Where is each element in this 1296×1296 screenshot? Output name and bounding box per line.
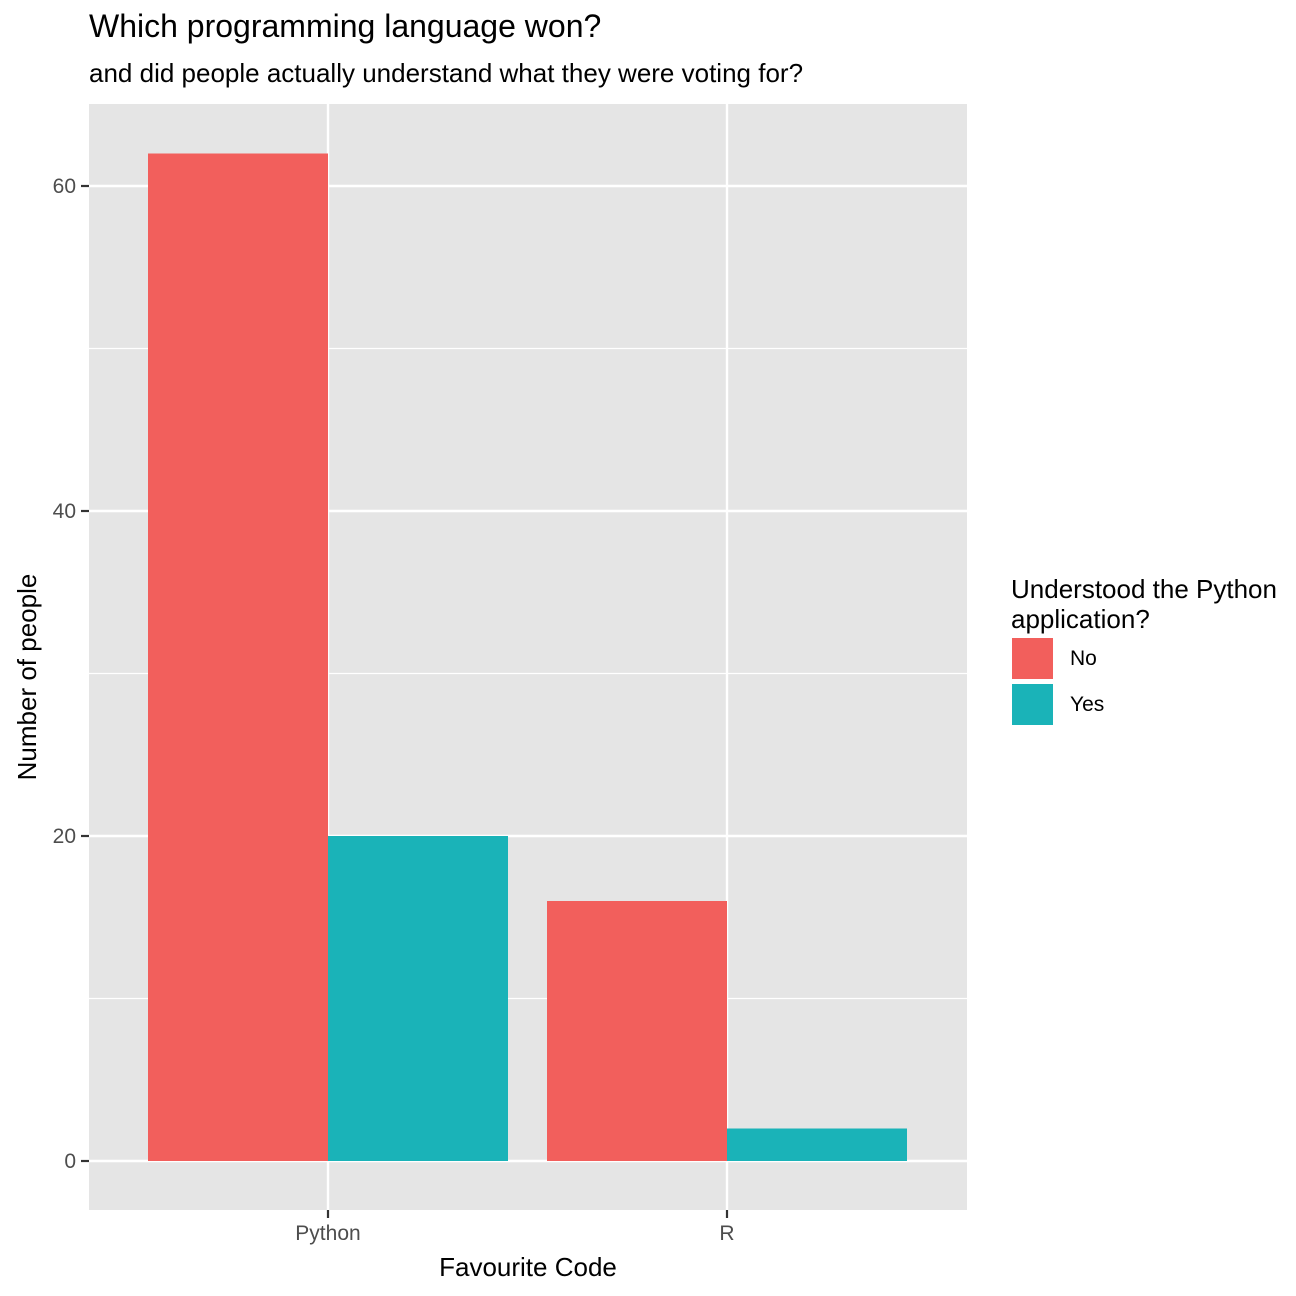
legend-title: Understood the Python application? [1011,574,1277,634]
x-tick-label: Python [295,1222,360,1245]
bar-python-no [148,153,328,1161]
axes: 0 20 40 60 Python R [53,175,735,1245]
y-tick-label: 60 [53,175,76,198]
bar-r-yes [727,1128,907,1161]
y-tick-label: 0 [64,1150,76,1173]
legend-label-no: No [1070,646,1097,670]
bar-r-no [547,901,727,1161]
legend-label-yes: Yes [1070,692,1105,716]
legend-item-yes: Yes [1011,683,1291,726]
bars [148,153,907,1161]
y-tick-label: 40 [53,500,76,523]
chart-title: Which programming language won? [89,8,602,44]
y-axis-title: Number of people [12,574,42,781]
x-tick-label: R [719,1222,734,1245]
legend-item-no: No [1011,637,1291,680]
legend: Understood the Python application? No Ye… [1011,574,1291,726]
y-tick-label: 20 [53,825,76,848]
legend-swatch-yes [1011,683,1054,726]
chart-subtitle: and did people actually understand what … [89,58,804,88]
bar-python-yes [328,836,508,1161]
x-axis-title: Favourite Code [439,1252,617,1282]
legend-swatch-no [1011,637,1054,680]
